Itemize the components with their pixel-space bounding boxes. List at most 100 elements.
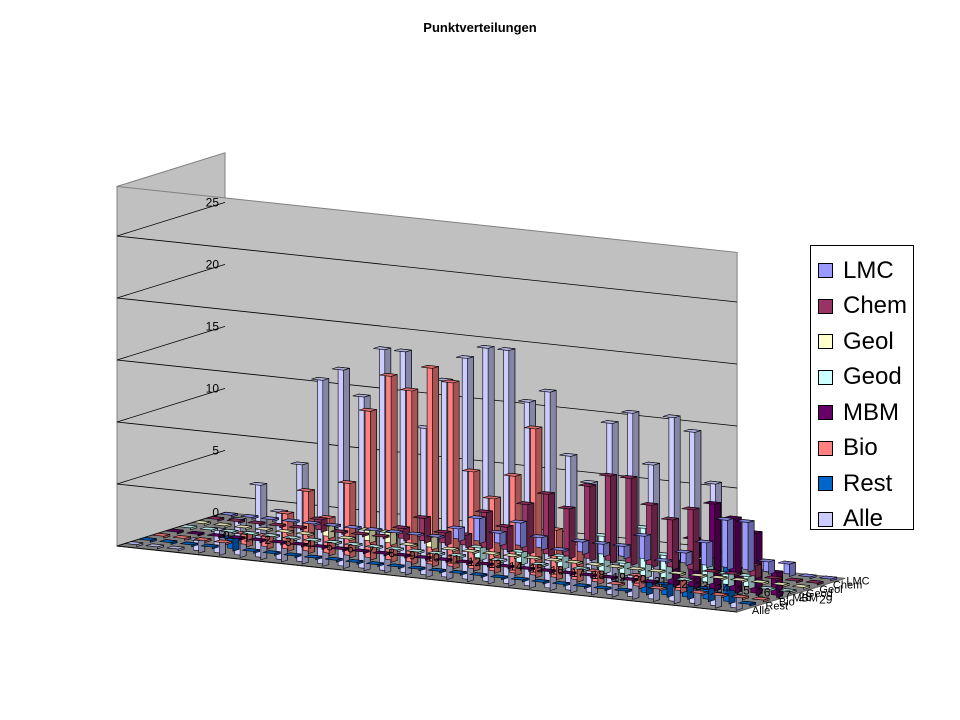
bar-geod-19 [572, 566, 590, 572]
bar-lmc-29 [819, 575, 838, 582]
bar-top [517, 566, 535, 570]
bar-side [602, 542, 610, 558]
bar-top [490, 574, 508, 579]
y-tick-label: 0 [212, 505, 219, 519]
bar-geol-17 [544, 557, 563, 564]
bar-top [165, 528, 184, 533]
bar-top [186, 530, 205, 535]
bar-top [261, 533, 280, 538]
bar-top [392, 525, 410, 530]
bar-top [138, 537, 157, 541]
bar-top [125, 541, 143, 546]
bar-top [723, 515, 742, 520]
bar-mbm-7 [310, 544, 329, 550]
bar-side [520, 520, 528, 549]
bar-top [283, 552, 302, 557]
bar-bio-2 [193, 537, 212, 544]
bar-rest-9 [324, 556, 343, 563]
bar-top [619, 475, 638, 479]
bar-side [747, 520, 755, 573]
bar-mbm-12 [413, 555, 432, 561]
bar-top [497, 347, 515, 351]
legend-item-geod: Geod [818, 360, 913, 396]
x-tick-label: 19 [612, 570, 626, 584]
legend-swatch [818, 476, 833, 492]
bar-side [610, 474, 617, 564]
bar-top [819, 575, 837, 580]
bar-lmc-10 [426, 533, 445, 540]
x-tick-label: 28 [798, 590, 812, 604]
x-tick-label: 29 [819, 592, 833, 606]
bar-side [672, 517, 679, 571]
bar-top [461, 548, 480, 553]
bar-geod-0 [179, 524, 198, 531]
bar-top [405, 531, 424, 536]
bar-geod-1 [199, 526, 218, 533]
bar-top [393, 552, 411, 557]
bar-top [475, 509, 493, 514]
bar-top [764, 575, 782, 580]
bar-bio-28 [731, 594, 749, 601]
bar-top [289, 541, 308, 546]
bar-geod-2 [220, 528, 239, 535]
x-tick-label: 16 [550, 564, 564, 578]
bar-rest-25 [655, 581, 674, 598]
y-axis-ticks: 0 5 10 15 20 25 [206, 195, 220, 519]
y-tick-label: 20 [206, 257, 220, 271]
bar-bio-11 [379, 372, 398, 563]
bar-mbm-13 [434, 557, 453, 563]
legend-swatch [818, 405, 833, 421]
depth-tick-label: Rest [765, 601, 788, 613]
bar-rest-7 [283, 552, 302, 559]
bar-top [159, 539, 178, 544]
bar-mbm-0 [165, 528, 184, 535]
bar-mbm-6 [289, 541, 308, 548]
bar-lmc-28 [798, 573, 817, 580]
bar-top [309, 516, 328, 521]
bar-top [683, 428, 701, 433]
bar-rest-22 [593, 585, 612, 592]
bar-lmc-13 [488, 529, 507, 547]
y-tick-label: 10 [206, 381, 220, 395]
bar-geod-12 [427, 550, 446, 557]
bar-top [296, 531, 314, 536]
bar-side [548, 492, 555, 557]
bar-mbm-11 [393, 552, 412, 559]
bar-geod-24 [675, 577, 694, 583]
bar-geod-3 [241, 531, 260, 537]
bar-top [730, 577, 748, 582]
x-tick-label: 7 [368, 544, 375, 558]
bar-top [723, 571, 741, 575]
bar-top [557, 505, 576, 510]
bar-top [261, 516, 279, 521]
bar-chem-7 [351, 531, 369, 538]
bar-top [483, 495, 501, 500]
bar-top [371, 533, 390, 538]
bar-rest-29 [738, 600, 757, 607]
x-tick-label: 21 [654, 575, 668, 589]
bar-top [757, 558, 775, 563]
bar-mbm-21 [599, 574, 618, 581]
x-tick-label: 24 [716, 581, 730, 595]
bar-geol-2 [234, 524, 252, 531]
bar-top [715, 516, 734, 521]
bar-rest-20 [552, 581, 571, 587]
bar-top [572, 566, 590, 571]
bar-top [456, 355, 474, 359]
bar-top [633, 532, 651, 537]
gridline [116, 512, 738, 613]
bar-geol-3 [254, 526, 273, 533]
bar-top [345, 559, 364, 563]
bar-top [564, 559, 583, 564]
bar-alle-1 [145, 543, 164, 550]
bar-lmc-1 [240, 514, 259, 520]
legend-label: MBM [843, 398, 899, 426]
bar-geod-18 [551, 553, 570, 570]
x-tick-label: 22 [674, 577, 688, 591]
bar-bio-0 [152, 532, 171, 539]
bar-bio-7 [297, 488, 315, 555]
bar-chem-29 [805, 579, 824, 586]
bar-top [736, 519, 755, 523]
bar-top [351, 531, 369, 536]
bar-lmc-2 [261, 516, 279, 523]
